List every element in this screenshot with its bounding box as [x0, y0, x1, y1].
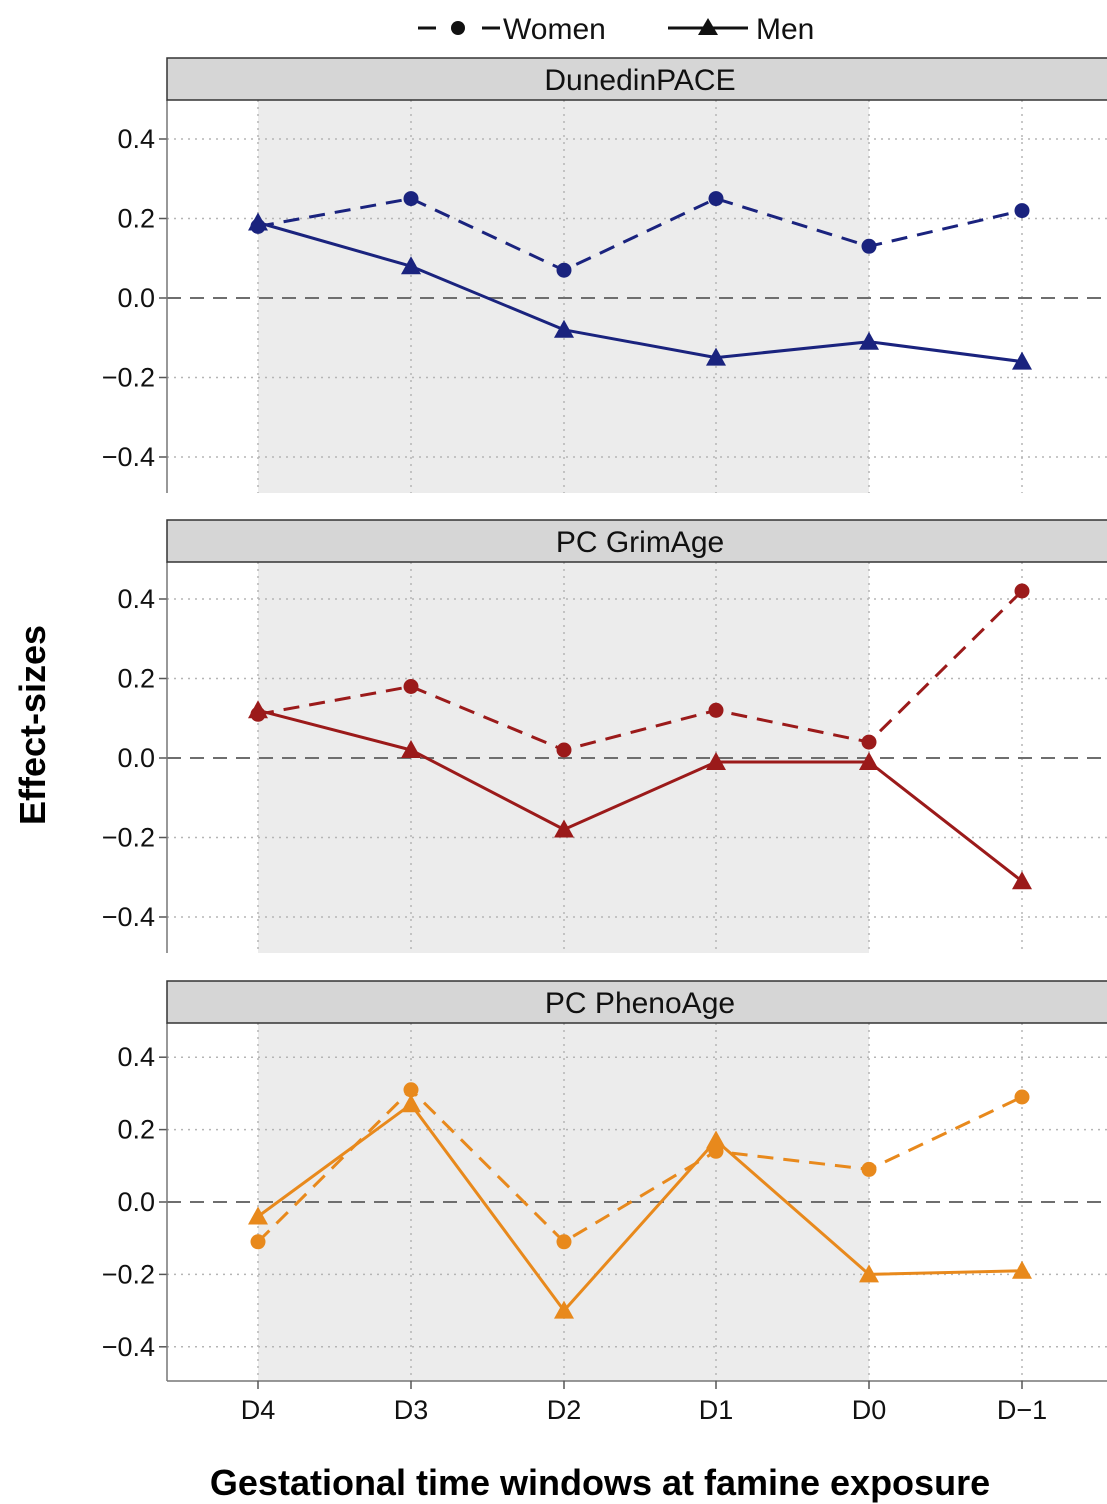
- y-tick-label: 0.0: [117, 1187, 155, 1217]
- data-point-men: [401, 256, 421, 275]
- data-point-men: [401, 740, 421, 758]
- y-tick-label: 0.2: [117, 1115, 155, 1145]
- y-tick-label: −0.2: [102, 363, 155, 393]
- facet-strip-title: PC GrimAge: [556, 526, 724, 559]
- data-point-women: [708, 702, 724, 718]
- series-line-women: [257, 589, 1024, 752]
- y-tick-label: −0.4: [102, 1332, 155, 1362]
- series-line-women: [257, 197, 1023, 272]
- data-point-men: [1012, 1260, 1032, 1279]
- x-axis-title: Gestational time windows at famine expos…: [210, 1462, 990, 1503]
- y-tick-label: −0.4: [102, 442, 155, 472]
- data-point-men: [554, 319, 574, 338]
- y-tick-label: 0.4: [117, 1042, 155, 1072]
- data-point-women: [403, 679, 419, 694]
- data-point-women: [1014, 1089, 1030, 1105]
- facet-panel-2: 0.4 0.2 0.0 −0.2 −0.4 PC GrimAge: [102, 519, 1107, 953]
- x-axis: D4 D3 D2 D1 D0 D−1: [167, 1380, 1107, 1425]
- series-line-women: [256, 1088, 1023, 1244]
- data-point-women: [556, 742, 572, 758]
- x-tick-label: D2: [547, 1395, 582, 1425]
- series-line-men: [257, 1102, 1023, 1313]
- data-point-women: [1014, 203, 1030, 219]
- x-tick-label: D1: [699, 1395, 734, 1425]
- data-point-women: [556, 262, 572, 278]
- legend-men-marker: [698, 18, 718, 35]
- series-line-men: [257, 708, 1023, 883]
- y-tick-label: 0.0: [117, 283, 155, 313]
- legend-women-label: Women: [503, 13, 606, 46]
- facet-panels: 0.4 0.2 0.0 −0.2 −0.4 DunedinPACE 0.4 0.2 0.0 −0.…: [102, 57, 1107, 1381]
- data-point-men: [554, 819, 574, 838]
- data-point-women: [861, 1161, 877, 1177]
- data-point-men: [706, 347, 726, 366]
- facet-strip: [166, 519, 1107, 563]
- y-tick-label: −0.2: [102, 823, 155, 853]
- x-tick-label: D−1: [997, 1395, 1047, 1425]
- facet-strip-title: PC PhenoAge: [545, 987, 735, 1020]
- data-point-men: [1012, 871, 1032, 890]
- data-point-men: [554, 1300, 574, 1319]
- legend: Women Men: [418, 13, 814, 46]
- data-point-women: [708, 191, 724, 207]
- data-point-women: [1014, 583, 1030, 599]
- data-point-men: [706, 752, 726, 770]
- data-point-women: [403, 191, 419, 207]
- data-point-men: [859, 752, 879, 770]
- x-tick-label: D3: [394, 1395, 429, 1425]
- facet-strip-title: DunedinPACE: [544, 64, 735, 97]
- y-tick-label: 0.2: [117, 204, 155, 234]
- data-point-men: [248, 700, 268, 719]
- data-point-women: [250, 1234, 266, 1250]
- y-tick-label: 0.2: [117, 664, 155, 694]
- data-point-men: [706, 1130, 726, 1149]
- y-tick-label: 0.4: [117, 584, 155, 614]
- x-tick-label: D4: [241, 1395, 276, 1425]
- data-point-men: [401, 1094, 421, 1113]
- data-point-women: [861, 238, 877, 254]
- data-point-women: [403, 1082, 419, 1098]
- facet-strip: [166, 57, 1107, 101]
- facet-panel-3: 0.4 0.2 0.0 −0.2 −0.4 PC PhenoAge: [102, 980, 1107, 1381]
- data-point-men: [859, 1264, 879, 1283]
- y-tick-label: −0.2: [102, 1259, 155, 1289]
- facet-strip: [166, 980, 1107, 1024]
- y-tick-label: 0.4: [117, 124, 155, 154]
- facet-panel-1: 0.4 0.2 0.0 −0.2 −0.4 DunedinPACE: [102, 57, 1107, 493]
- x-tick-label: D0: [852, 1395, 887, 1425]
- data-point-men: [248, 212, 268, 231]
- data-point-men: [1012, 351, 1032, 370]
- legend-men-label: Men: [756, 13, 814, 46]
- legend-women-marker: [451, 21, 465, 35]
- series-line-men: [257, 221, 1023, 364]
- data-point-women: [861, 734, 877, 750]
- data-point-men: [248, 1206, 268, 1225]
- y-tick-label: 0.0: [117, 743, 155, 773]
- y-tick-label: −0.4: [102, 902, 155, 932]
- data-point-men: [859, 331, 879, 350]
- data-point-women: [556, 1234, 572, 1250]
- y-axis-title: Effect-sizes: [12, 625, 53, 825]
